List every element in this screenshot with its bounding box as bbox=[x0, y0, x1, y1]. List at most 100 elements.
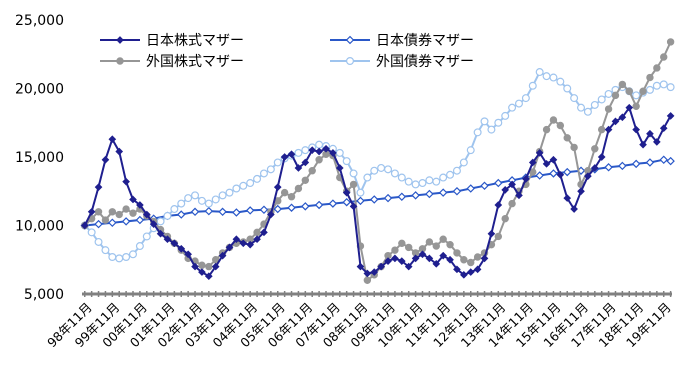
data-point bbox=[94, 237, 103, 246]
data-point bbox=[556, 170, 565, 179]
data-point bbox=[577, 103, 586, 112]
data-point bbox=[432, 177, 441, 186]
data-point bbox=[342, 197, 351, 207]
data-point bbox=[245, 206, 255, 215]
data-point bbox=[446, 170, 455, 179]
data-point bbox=[508, 180, 516, 189]
data-point bbox=[322, 144, 330, 153]
data-point bbox=[570, 205, 578, 213]
data-point bbox=[108, 218, 117, 228]
data-point bbox=[659, 155, 668, 164]
data-point bbox=[121, 217, 131, 226]
data-point bbox=[177, 210, 186, 219]
data-point bbox=[198, 261, 206, 269]
data-point bbox=[253, 174, 262, 183]
data-point bbox=[294, 148, 303, 157]
data-point bbox=[460, 270, 468, 279]
data-point bbox=[246, 179, 255, 188]
data-point bbox=[391, 246, 399, 254]
data-point bbox=[611, 91, 620, 100]
y-tick-label: 25,000 bbox=[15, 13, 64, 29]
data-point bbox=[363, 269, 372, 278]
data-point bbox=[253, 235, 261, 244]
data-point bbox=[80, 221, 89, 230]
legend-label: 日本株式マザー bbox=[146, 33, 244, 49]
data-point bbox=[404, 177, 413, 186]
data-point bbox=[191, 262, 199, 271]
data-point bbox=[232, 235, 241, 244]
data-point bbox=[528, 81, 537, 90]
data-point bbox=[239, 181, 248, 190]
data-point bbox=[335, 148, 344, 157]
x-axis: 98年11月99年11月00年11月01年11月02年11月03年11月04年1… bbox=[44, 291, 674, 350]
legend-marker bbox=[116, 36, 124, 44]
data-point bbox=[184, 250, 192, 259]
data-point bbox=[632, 91, 641, 100]
data-point bbox=[253, 228, 261, 237]
data-point bbox=[391, 254, 399, 263]
data-point bbox=[122, 177, 130, 186]
data-point bbox=[259, 169, 268, 178]
data-point bbox=[218, 251, 227, 260]
data-point bbox=[108, 208, 117, 216]
data-point bbox=[225, 243, 234, 252]
data-point bbox=[301, 176, 310, 184]
data-point bbox=[170, 205, 179, 214]
data-point bbox=[370, 166, 379, 175]
data-point bbox=[287, 193, 296, 201]
data-point bbox=[487, 229, 496, 238]
data-point bbox=[466, 268, 475, 276]
data-point bbox=[177, 199, 186, 208]
data-point bbox=[611, 117, 620, 126]
data-point bbox=[370, 268, 379, 276]
data-point bbox=[184, 194, 193, 203]
data-point bbox=[549, 116, 558, 124]
data-point bbox=[280, 153, 289, 161]
data-point bbox=[639, 140, 647, 149]
data-point bbox=[329, 149, 337, 157]
data-point bbox=[335, 164, 344, 172]
data-point bbox=[273, 183, 282, 191]
data-point bbox=[480, 254, 489, 263]
data-point bbox=[625, 87, 633, 95]
data-point bbox=[494, 178, 503, 188]
data-point bbox=[94, 219, 103, 229]
data-point bbox=[535, 171, 544, 180]
data-point bbox=[156, 217, 165, 226]
data-point bbox=[328, 199, 338, 208]
data-point bbox=[653, 64, 661, 72]
data-point bbox=[198, 268, 206, 276]
data-point bbox=[631, 159, 641, 169]
data-point bbox=[411, 191, 420, 200]
data-point bbox=[294, 164, 303, 172]
data-point bbox=[273, 158, 282, 167]
data-point bbox=[467, 258, 475, 267]
data-point bbox=[666, 83, 675, 92]
data-point bbox=[556, 121, 565, 130]
data-point bbox=[432, 260, 441, 268]
data-point bbox=[342, 188, 351, 197]
data-point bbox=[287, 203, 296, 212]
data-point bbox=[163, 235, 172, 244]
legend-marker bbox=[116, 57, 124, 65]
data-point bbox=[384, 257, 392, 265]
data-point bbox=[349, 169, 358, 178]
data-point bbox=[115, 254, 124, 263]
data-point bbox=[494, 118, 503, 127]
data-point bbox=[515, 191, 523, 200]
data-point bbox=[653, 138, 661, 146]
data-point bbox=[666, 156, 675, 166]
data-point bbox=[425, 176, 434, 185]
data-point bbox=[453, 265, 461, 274]
data-point bbox=[190, 207, 200, 217]
data-point bbox=[460, 256, 468, 264]
data-point bbox=[232, 184, 241, 193]
data-point bbox=[287, 150, 296, 159]
data-point bbox=[122, 205, 130, 213]
data-point bbox=[542, 160, 551, 168]
data-point bbox=[439, 251, 447, 260]
data-point bbox=[549, 73, 558, 82]
data-point bbox=[480, 117, 489, 126]
data-point bbox=[267, 210, 275, 219]
data-point bbox=[618, 161, 627, 171]
